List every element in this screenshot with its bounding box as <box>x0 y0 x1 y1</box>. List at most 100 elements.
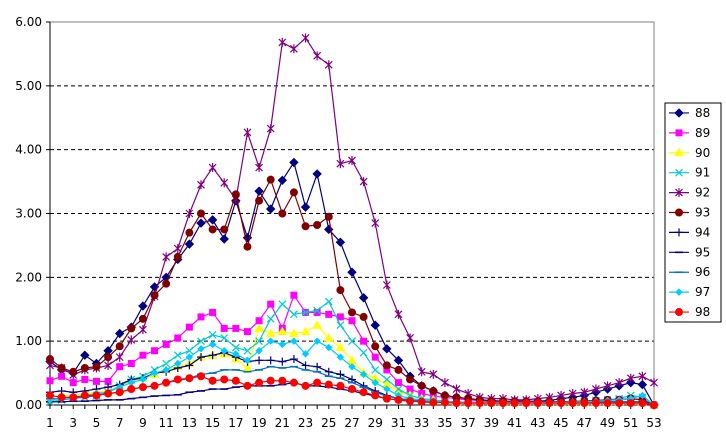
x-tick-label: 1 <box>46 416 54 430</box>
data-point-88 <box>207 215 218 225</box>
x-tick-label: 37 <box>461 416 476 430</box>
data-point-88 <box>219 234 229 244</box>
legend-swatch-marker <box>675 208 683 217</box>
data-point-91 <box>394 385 403 393</box>
data-point-92 <box>336 159 345 169</box>
y-tick-label: 4.00 <box>15 143 42 157</box>
data-point-89 <box>325 310 333 318</box>
data-point-97 <box>638 391 647 400</box>
data-point-97 <box>290 337 298 345</box>
legend-swatch-marker <box>675 228 683 237</box>
x-tick-label: 27 <box>344 416 359 430</box>
x-tick-label: 53 <box>646 416 661 430</box>
data-point-91 <box>266 314 275 323</box>
data-point-90 <box>300 326 311 336</box>
grid-lines <box>50 21 654 342</box>
data-point-98 <box>278 376 287 385</box>
data-point-97 <box>220 347 228 355</box>
data-point-91 <box>359 348 368 357</box>
data-point-93 <box>197 209 205 218</box>
series-98 <box>46 372 658 409</box>
data-point-97 <box>313 337 321 345</box>
data-point-92 <box>266 124 275 134</box>
data-point-92 <box>429 369 438 379</box>
legend-entry-96: 96 <box>669 265 710 279</box>
data-point-92 <box>568 389 577 399</box>
data-point-94 <box>197 353 205 362</box>
data-point-91 <box>289 310 298 319</box>
data-point-92 <box>185 209 194 218</box>
data-point-97 <box>383 385 391 393</box>
data-point-97 <box>232 350 240 358</box>
x-tick-label: 39 <box>484 416 499 430</box>
y-tick-label: 3.00 <box>15 207 42 221</box>
legend-entry-92: 92 <box>669 186 710 200</box>
axes: 0.001.002.003.004.005.006.001 3 5 7 9 11 13 15 1… <box>15 15 661 430</box>
data-point-88 <box>277 175 288 186</box>
data-point-98 <box>46 391 54 400</box>
series-line-92 <box>49 37 655 401</box>
data-point-98 <box>487 399 496 408</box>
data-point-92 <box>394 309 403 319</box>
x-tick-label: 21 <box>275 416 290 430</box>
data-point-91 <box>197 337 205 346</box>
data-point-92 <box>348 156 356 166</box>
data-point-98 <box>208 376 217 385</box>
data-point-98 <box>266 376 275 385</box>
data-point-88 <box>382 344 392 354</box>
data-point-98 <box>162 378 171 387</box>
data-point-98 <box>522 399 531 408</box>
data-point-92 <box>313 51 322 61</box>
data-point-88 <box>138 301 148 311</box>
data-point-93 <box>69 367 78 376</box>
x-tick-label: 19 <box>251 416 266 430</box>
data-point-97 <box>208 340 217 349</box>
data-point-97 <box>185 353 194 361</box>
data-point-93 <box>348 308 356 317</box>
legend-label-92: 92 <box>695 186 710 200</box>
data-point-93 <box>289 188 298 197</box>
legend-label-93: 93 <box>695 206 710 220</box>
data-point-88 <box>80 350 90 360</box>
data-point-98 <box>417 397 426 406</box>
data-point-98 <box>464 399 473 408</box>
data-point-93 <box>359 312 368 321</box>
data-point-89 <box>92 377 100 385</box>
data-point-98 <box>173 375 182 384</box>
data-point-98 <box>394 395 403 404</box>
data-point-89 <box>58 372 66 380</box>
data-point-89 <box>139 351 147 359</box>
data-point-92 <box>382 280 391 290</box>
data-point-89 <box>255 317 263 325</box>
data-point-92 <box>255 163 264 173</box>
data-point-98 <box>150 381 159 390</box>
data-point-93 <box>115 342 124 351</box>
data-point-89 <box>371 353 379 361</box>
data-point-89 <box>243 328 251 336</box>
legend-label-98: 98 <box>695 305 710 319</box>
data-point-97 <box>162 366 170 374</box>
data-point-98 <box>371 391 380 400</box>
x-tick-label: 3 <box>69 416 77 430</box>
data-point-90 <box>323 332 334 342</box>
data-point-88 <box>347 267 357 277</box>
data-point-97 <box>243 356 252 365</box>
data-point-92 <box>626 373 635 383</box>
legend-entry-93: 93 <box>669 206 710 220</box>
data-point-88 <box>370 320 380 330</box>
data-point-91 <box>348 337 356 346</box>
data-point-97 <box>301 350 310 358</box>
data-point-92 <box>440 378 449 388</box>
data-point-89 <box>360 337 368 345</box>
legend: 88 89 90 91 92 93 94 95 96 97 98 <box>664 102 722 323</box>
data-point-97 <box>174 359 182 368</box>
data-point-98 <box>57 393 66 402</box>
data-point-90 <box>312 320 323 329</box>
data-point-98 <box>115 388 124 397</box>
data-point-91 <box>278 300 287 309</box>
data-point-93 <box>382 361 391 370</box>
data-point-93 <box>173 252 182 261</box>
data-point-92 <box>115 352 124 362</box>
legend-label-96: 96 <box>695 265 710 279</box>
